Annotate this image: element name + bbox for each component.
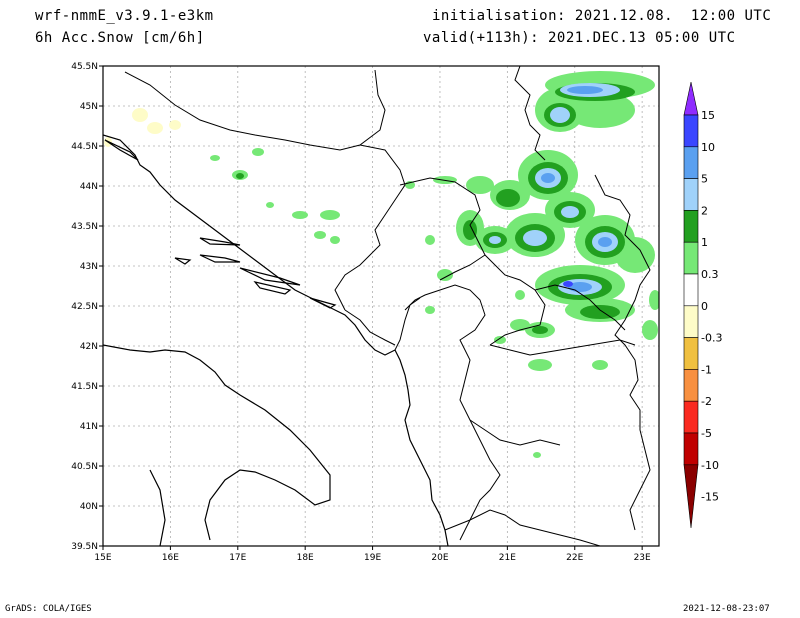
lat-tick-label: 42N [80,342,98,352]
lon-tick-label: 15E [94,553,111,563]
colorbar-label: 0.3 [701,268,719,281]
colorbar: 15 10 5 2 1 0.3 0 -0.3 -1 -2 -5 -10 -15 [683,81,722,529]
colorbar-box [683,241,699,275]
footer-timestamp: 2021-12-08-23:07 [683,604,770,614]
colorbar-label: 5 [701,173,708,186]
lon-tick-label: 17E [229,553,246,563]
colorbar-box [683,146,699,179]
latitude-ticks: 39.5N 40N 40.5N 41N 41.5N 42N 42.5N 43N 43.5N 44N… [71,62,103,552]
colorbar-label: 2 [701,204,708,217]
lon-tick-label: 20E [431,553,448,563]
lat-tick-label: 45N [80,102,98,112]
lat-tick-label: 43.5N [71,222,98,232]
colorbar-box [683,178,699,211]
init-time: initialisation: 2021.12.08. 12:00 UTC [432,8,772,24]
lat-tick-label: 40N [80,502,98,512]
colorbar-box [683,210,699,243]
colorbar-box [683,337,699,370]
colorbar-box [683,400,699,434]
lat-tick-label: 40.5N [71,462,98,472]
lat-tick-label: 44.5N [71,142,98,152]
coastlines [103,134,449,546]
colorbar-bottom-triangle [683,464,699,529]
footer-credit: GrADS: COLA/IGES [5,604,92,614]
colorbar-label: 0 [701,300,708,313]
longitude-ticks: 15E 16E 17E 18E 19E 20E 21E 22E 23E [94,546,651,563]
lon-tick-label: 23E [634,553,651,563]
colorbar-label: 1 [701,236,708,249]
model-title: wrf-nmmE_v3.9.1-e3km [35,8,214,24]
lon-tick-label: 19E [364,553,381,563]
colorbar-box [683,305,699,338]
colorbar-label: -1 [701,363,712,376]
lat-tick-label: 43N [80,262,98,272]
field-title: 6h Acc.Snow [cm/6h] [35,30,205,46]
snow-extreme-patches [563,281,573,287]
lat-tick-label: 39.5N [71,542,98,552]
lon-tick-label: 21E [499,553,516,563]
lat-tick-label: 44N [80,182,98,192]
colorbar-top-triangle [683,81,699,116]
colorbar-label: -5 [701,427,712,440]
snow-negative-patches [104,108,181,147]
colorbar-box [683,369,699,402]
snow-light-patches [210,71,659,458]
lat-tick-label: 45.5N [71,62,98,72]
lon-tick-label: 16E [162,553,179,563]
colorbar-label: -2 [701,395,712,408]
valid-time: valid(+113h): 2021.DEC.13 05:00 UTC [423,30,736,46]
country-borders [124,66,651,546]
colorbar-box [683,114,699,148]
lon-tick-label: 22E [566,553,583,563]
lon-tick-label: 18E [297,553,314,563]
colorbar-label: 10 [701,141,715,154]
colorbar-box [683,432,699,466]
lat-tick-label: 42.5N [71,302,98,312]
colorbar-label: 15 [701,109,715,122]
colorbar-box [683,273,699,307]
colorbar-label: -0.3 [701,332,722,345]
lat-tick-label: 41.5N [71,382,98,392]
lat-tick-label: 41N [80,422,98,432]
colorbar-label: -10 [701,459,719,472]
colorbar-label: -15 [701,491,719,504]
